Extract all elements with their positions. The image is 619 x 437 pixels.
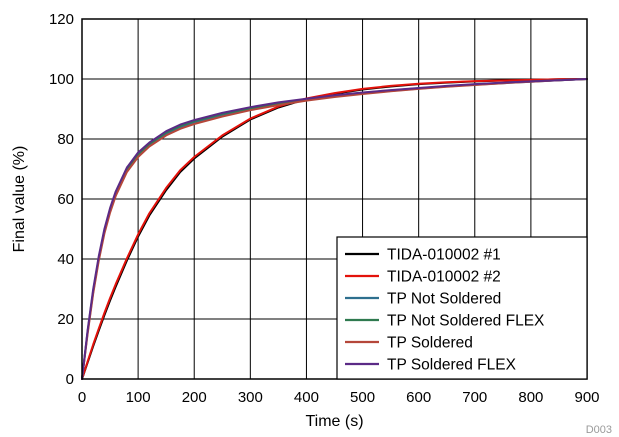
legend: TIDA-010002 #1 TIDA-010002 #2 TP Not Solde… (336, 236, 588, 380)
x-tick-labels: 0 100 200 300 400 500 600 700 800 900 (78, 389, 600, 406)
x-tick-label: 800 (518, 389, 543, 406)
y-tick-label: 20 (57, 311, 74, 328)
y-tick-label: 100 (49, 71, 74, 88)
legend-label: TIDA-010002 #1 (387, 247, 501, 264)
series-line-2 (81, 78, 588, 380)
legend-label: TP Soldered FLEX (387, 357, 517, 374)
x-tick-label: 200 (182, 389, 207, 406)
plot-frame (81, 18, 588, 380)
legend-label: TP Not Soldered FLEX (387, 313, 545, 330)
x-tick-label: 300 (238, 389, 263, 406)
legend-label: TP Soldered (387, 335, 473, 352)
x-tick-label: 700 (462, 389, 487, 406)
figure-id: D003 (586, 424, 612, 436)
x-tick-label: 500 (350, 389, 375, 406)
y-axis-title: Final value (%) (11, 146, 28, 253)
x-tick-label: 400 (294, 389, 319, 406)
y-tick-labels: 0 20 40 60 80 100 120 (49, 11, 74, 388)
series-line-6 (81, 78, 588, 380)
series-lines (81, 78, 588, 380)
x-axis-title: Time (s) (305, 413, 363, 430)
legend-label: TP Not Soldered (387, 291, 501, 308)
y-tick-label: 120 (49, 11, 74, 28)
legend-box (336, 236, 588, 380)
y-tick-label: 60 (57, 191, 74, 208)
x-tick-label: 900 (574, 389, 599, 406)
x-tick-label: 100 (126, 389, 151, 406)
x-tick-label: 600 (406, 389, 431, 406)
y-tick-label: 80 (57, 131, 74, 148)
legend-label: TIDA-010002 #2 (387, 269, 501, 286)
y-tick-label: 40 (57, 251, 74, 268)
y-tick-label: 0 (66, 371, 74, 388)
x-tick-label: 0 (78, 389, 86, 406)
